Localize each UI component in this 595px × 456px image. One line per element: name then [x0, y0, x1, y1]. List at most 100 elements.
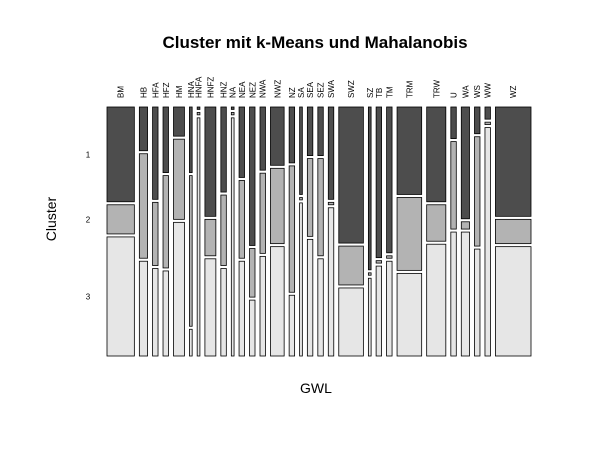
mosaic-tile: [327, 201, 335, 206]
mosaic-tile: [386, 255, 393, 259]
mosaic-tile: [189, 175, 193, 327]
mosaic-tile: [249, 106, 256, 246]
mosaic-tile: [259, 172, 266, 254]
mosaic-tile: [317, 158, 324, 257]
mosaic-tile: [270, 106, 285, 166]
gwl-tick-label: NEZ: [248, 82, 257, 98]
mosaic-tile: [338, 106, 364, 244]
mosaic-tile: [189, 328, 193, 357]
mosaic-tile: [259, 255, 266, 357]
chart-title: Cluster mit k-Means und Mahalanobis: [162, 33, 467, 52]
mosaic-tile: [106, 204, 135, 235]
mosaic-tile: [306, 238, 314, 357]
mosaic-tile: [338, 287, 364, 357]
mosaic-tile: [460, 106, 470, 220]
mosaic-tile: [230, 117, 235, 357]
mosaic-tile: [299, 202, 303, 357]
gwl-tick-label: SA: [297, 87, 306, 98]
mosaic-tile: [288, 294, 296, 357]
mosaic-tile: [138, 260, 148, 357]
mosaic-tile: [450, 231, 457, 357]
x-axis-label: GWL: [300, 380, 332, 396]
gwl-tick-label: NZ: [288, 87, 297, 98]
mosaic-tile: [426, 243, 447, 357]
mosaic-tile: [375, 265, 382, 357]
mosaic-tile: [204, 218, 217, 257]
mosaic-tile: [474, 136, 481, 247]
gwl-tick-label: NWZ: [273, 80, 282, 98]
mosaic-tile: [495, 218, 532, 245]
gwl-tick-label: TM: [385, 86, 394, 98]
gwl-tick-label: U: [450, 92, 459, 98]
gwl-tick-label: NWA: [259, 79, 268, 98]
mosaic-tile: [249, 299, 256, 357]
gwl-tick-label: NEA: [238, 81, 247, 98]
mosaic-tile: [299, 106, 303, 195]
gwl-tick-label: SWA: [327, 79, 336, 98]
mosaic-tile: [495, 246, 532, 357]
mosaic-tile: [474, 106, 481, 135]
mosaic-tile: [138, 153, 148, 259]
gwl-tick-label: HNZ: [220, 81, 229, 98]
mosaic-tile: [426, 204, 447, 242]
mosaic-tile: [189, 106, 193, 174]
mosaic-tile: [230, 112, 235, 116]
mosaic-tile: [375, 260, 382, 264]
gwl-tick-label: TRW: [432, 79, 441, 98]
mosaic-tile: [196, 106, 201, 110]
mosaic-tile: [327, 106, 335, 200]
cluster-tick-label: 2: [86, 215, 91, 224]
gwl-tick-label: NA: [229, 86, 238, 98]
mosaic-tile: [230, 106, 235, 110]
mosaic-tile: [299, 197, 303, 201]
gwl-tick-label: HNFZ: [206, 77, 215, 98]
mosaic-tile: [162, 106, 169, 174]
gwl-tick-label: WW: [484, 82, 493, 98]
mosaic-tile: [270, 246, 285, 357]
mosaic-tile: [238, 260, 245, 357]
gwl-tick-label: HB: [139, 87, 148, 98]
mosaic-tile: [196, 117, 201, 357]
mosaic-tile: [367, 272, 372, 276]
y-axis-label: Cluster: [43, 196, 59, 241]
mosaic-tile: [220, 194, 227, 266]
mosaic-tile: [106, 236, 135, 357]
mosaic-tile: [204, 258, 217, 357]
gwl-tick-label: TB: [375, 88, 384, 98]
gwl-tick-label: HNFA: [195, 76, 204, 98]
mosaic-tile: [484, 127, 491, 357]
mosaic-tile: [306, 158, 314, 237]
mosaic-tile: [249, 248, 256, 298]
cluster-tick-labels: 1 2 3: [86, 150, 91, 301]
mosaic-tile: [450, 106, 457, 139]
mosaic-tile: [238, 106, 245, 178]
mosaic-tile: [238, 180, 245, 259]
gwl-tick-label: SZ: [366, 88, 375, 98]
mosaic-tile: [386, 260, 393, 357]
mosaic-tile: [152, 201, 159, 266]
mosaic-tile: [173, 221, 185, 357]
mosaic-tile: [375, 106, 382, 259]
gwl-tick-label: SEA: [306, 81, 315, 98]
mosaic-tile: [220, 268, 227, 357]
cluster-tick-label: 1: [86, 150, 91, 159]
mosaic-tile: [460, 221, 470, 230]
mosaic-tile: [173, 138, 185, 220]
mosaic-tile: [162, 270, 169, 357]
mosaic-tile: [495, 106, 532, 217]
mosaic-tile: [327, 207, 335, 357]
mosaic-tile: [396, 272, 423, 357]
gwl-tick-label: HFZ: [162, 82, 171, 98]
mosaic-tile: [173, 106, 185, 137]
mosaic-tile: [338, 245, 364, 286]
mosaic-tile: [196, 112, 201, 116]
mosaic-tile: [152, 106, 159, 200]
mosaic-tile: [259, 106, 266, 171]
mosaic-tile: [106, 106, 135, 203]
mosaic-tile: [386, 106, 393, 254]
gwl-tick-label: HNA: [187, 80, 196, 98]
cluster-tick-label: 3: [86, 292, 91, 301]
mosaic-tile: [288, 165, 296, 293]
mosaic-tile: [396, 106, 423, 195]
